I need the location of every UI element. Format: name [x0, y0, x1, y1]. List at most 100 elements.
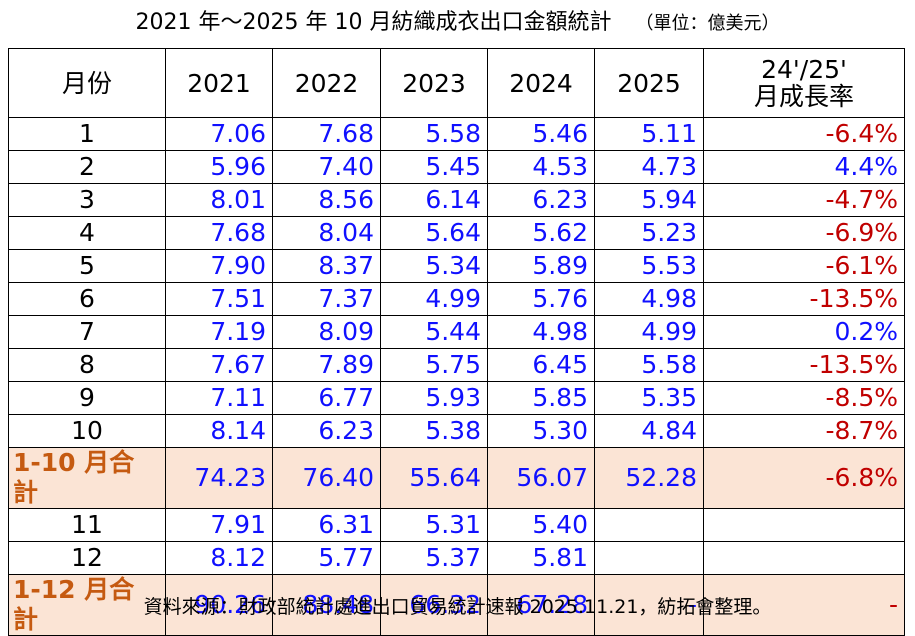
cell: [594, 541, 704, 575]
cell: 5.38: [380, 414, 488, 448]
cell: 7.68: [272, 117, 381, 151]
cell: 5.44: [380, 315, 488, 349]
table-row: 1 7.06 7.68 5.58 5.46 5.11 -6.4%: [8, 117, 905, 151]
header-cell: 2021: [165, 48, 273, 118]
title-bar: 2021 年～2025 年 10 月紡織成衣出口金額統計 （單位：億美元）: [0, 4, 915, 36]
table-row: 12 8.12 5.77 5.37 5.81: [8, 541, 905, 575]
cell: 5.34: [380, 249, 488, 283]
cell: 5.58: [594, 348, 704, 382]
cell: 7.51: [165, 282, 273, 316]
cell: 5.11: [594, 117, 704, 151]
table-row: 7 7.19 8.09 5.44 4.98 4.99 0.2%: [8, 315, 905, 349]
row-label: 4: [8, 216, 166, 250]
cell: 5.93: [380, 381, 488, 415]
cell: 7.89: [272, 348, 381, 382]
cell: 5.77: [272, 541, 381, 575]
cell: 0.2%: [703, 315, 905, 349]
cell: 55.64: [380, 447, 488, 509]
cell: 7.37: [272, 282, 381, 316]
source-note: 資料來源：財政部統計處進出口貿易統計速報 2025.11.21，紡拓會整理。: [143, 596, 772, 618]
cell: -8.5%: [703, 381, 905, 415]
cell: 5.30: [487, 414, 595, 448]
row-label: 11: [8, 508, 166, 542]
cell: 6.23: [272, 414, 381, 448]
cell: -4.7%: [703, 183, 905, 217]
cell: -6.1%: [703, 249, 905, 283]
table-row: 8 7.67 7.89 5.75 6.45 5.58 -13.5%: [8, 348, 905, 382]
table-row: 4 7.68 8.04 5.64 5.62 5.23 -6.9%: [8, 216, 905, 250]
cell: 4.99: [594, 315, 704, 349]
table-row: 11 7.91 6.31 5.31 5.40: [8, 508, 905, 542]
cell: 5.58: [380, 117, 488, 151]
cell: 5.40: [487, 508, 595, 542]
cell: 8.04: [272, 216, 381, 250]
cell: 5.89: [487, 249, 595, 283]
cell: 76.40: [272, 447, 381, 509]
cell: -8.7%: [703, 414, 905, 448]
row-label: 5: [8, 249, 166, 283]
cell: 5.31: [380, 508, 488, 542]
cell: 4.53: [487, 150, 595, 184]
cell: 90.26: [165, 574, 273, 636]
cell: 5.46: [487, 117, 595, 151]
cell: 5.96: [165, 150, 273, 184]
cell: 7.06: [165, 117, 273, 151]
cell: 4.98: [594, 282, 704, 316]
cell: 5.62: [487, 216, 595, 250]
cell: 5.81: [487, 541, 595, 575]
cell: -6.8%: [703, 447, 905, 509]
cell: 7.68: [165, 216, 273, 250]
row-label: 6: [8, 282, 166, 316]
cell: 4.98: [487, 315, 595, 349]
cell: 8.12: [165, 541, 273, 575]
table-row: 3 8.01 8.56 6.14 6.23 5.94 -4.7%: [8, 183, 905, 217]
cell: 5.76: [487, 282, 595, 316]
cell: 8.37: [272, 249, 381, 283]
cell: -6.4%: [703, 117, 905, 151]
cell: 4.99: [380, 282, 488, 316]
header-cell: 2025: [594, 48, 704, 118]
cell: 5.45: [380, 150, 488, 184]
cell: 8.01: [165, 183, 273, 217]
title: 2021 年～2025 年 10 月紡織成衣出口金額統計: [135, 10, 612, 35]
table-row: 2 5.96 7.40 5.45 4.53 4.73 4.4%: [8, 150, 905, 184]
cell: 8.56: [272, 183, 381, 217]
cell: 6.77: [272, 381, 381, 415]
unit: （單位：億美元）: [635, 13, 780, 34]
cell: 8.09: [272, 315, 381, 349]
row-label: 7: [8, 315, 166, 349]
header-cell: 2023: [380, 48, 488, 118]
cell: 7.40: [272, 150, 381, 184]
table-row: 5 7.90 8.37 5.34 5.89 5.53 -6.1%: [8, 249, 905, 283]
cell: 74.23: [165, 447, 273, 509]
data-table: 月份 2021 2022 2023 2024 2025 24'/25' 月成長率 1 7.06…: [8, 48, 905, 636]
cell: 4.84: [594, 414, 704, 448]
table-row: 10 8.14 6.23 5.38 5.30 4.84 -8.7%: [8, 414, 905, 448]
cell: 6.14: [380, 183, 488, 217]
cell: 5.75: [380, 348, 488, 382]
cell: -: [703, 574, 905, 636]
table-row: 6 7.51 7.37 4.99 5.76 4.98 -13.5%: [8, 282, 905, 316]
cell: 8.14: [165, 414, 273, 448]
cell: 7.11: [165, 381, 273, 415]
row-label: 1: [8, 117, 166, 151]
header-cell: 月份: [8, 48, 166, 118]
cell: 5.35: [594, 381, 704, 415]
row-label: 10: [8, 414, 166, 448]
cell: 5.23: [594, 216, 704, 250]
cell: 4.4%: [703, 150, 905, 184]
cell: [594, 508, 704, 542]
table-row: 9 7.11 6.77 5.93 5.85 5.35 -8.5%: [8, 381, 905, 415]
cell: 56.07: [487, 447, 595, 509]
row-label: 8: [8, 348, 166, 382]
cell: 5.64: [380, 216, 488, 250]
cell: -13.5%: [703, 348, 905, 382]
cell: 7.67: [165, 348, 273, 382]
cell: -13.5%: [703, 282, 905, 316]
cell: 52.28: [594, 447, 704, 509]
cell: 7.19: [165, 315, 273, 349]
total-row: 1-10 月合計 74.23 76.40 55.64 56.07 52.28 -6.8%: [8, 447, 905, 509]
cell: 7.91: [165, 508, 273, 542]
row-label: 3: [8, 183, 166, 217]
